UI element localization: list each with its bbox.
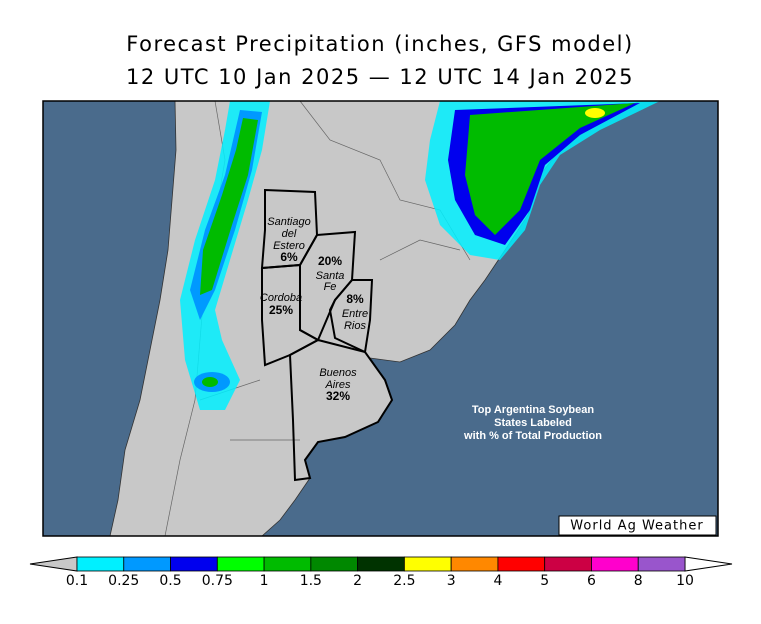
colorbar-bin: [403, 556, 452, 572]
colorbar-bin: [170, 556, 218, 572]
annotation: States Labeled: [494, 417, 572, 429]
credit-box: [558, 515, 717, 536]
colorbar-bin: [263, 556, 312, 572]
province-share: 20%: [318, 254, 342, 268]
province-name: Entre: [342, 308, 368, 320]
colorbar-bin: [76, 556, 125, 572]
colorbar-tick-label: 0.5: [159, 573, 181, 589]
map-frame: [42, 100, 719, 537]
province-share: 32%: [326, 389, 350, 403]
province-name: Aires: [324, 379, 351, 391]
subtitle: 12 UTC 10 Jan 2025 — 12 UTC 14 Jan 2025: [126, 65, 634, 89]
colorbar-bin: [123, 556, 171, 572]
colorbar-bin: [497, 556, 546, 572]
colorbar-bin: [591, 556, 639, 572]
province-borders: [260, 188, 394, 482]
province-name: Santa: [316, 270, 345, 282]
annotation: Top Argentina Soybean: [472, 404, 595, 416]
colorbar-bin: [544, 556, 592, 572]
province-name: Santiago: [267, 216, 310, 228]
colorbar-tick-label: 2: [353, 573, 362, 589]
colorbar-tick-label: 6: [587, 573, 596, 589]
colorbar-bin: [357, 556, 405, 572]
colorbar-high-arrow: [684, 556, 733, 572]
province-share: 8%: [346, 292, 364, 306]
province-name: Fe: [324, 281, 337, 293]
province-name: Estero: [273, 240, 305, 252]
colorbar-bin: [216, 556, 265, 572]
province-name: Cordoba: [260, 292, 302, 304]
colorbar-low-arrow: [29, 556, 78, 572]
province-name: Rios: [344, 320, 367, 332]
title: Forecast Precipitation (inches, GFS mode…: [126, 32, 633, 56]
colorbar-bin: [310, 556, 359, 572]
province-name: del: [282, 228, 297, 240]
colorbar-tick-label: 2.5: [393, 573, 415, 589]
province-name: Buenos: [319, 367, 357, 379]
annotation: with % of Total Production: [463, 430, 602, 442]
credit: World Ag Weather: [570, 519, 703, 534]
province-share: 25%: [269, 303, 293, 317]
colorbar-tick-label: 5: [540, 573, 549, 589]
colorbar-tick-label: 8: [634, 573, 643, 589]
colorbar-tick-label: 0.75: [202, 573, 233, 589]
colorbar-tick-label: 0.25: [108, 573, 139, 589]
precipitation: [180, 101, 660, 410]
province-share: 6%: [280, 250, 298, 264]
colorbar-bin: [450, 556, 499, 572]
colorbar-tick-label: 10: [676, 573, 694, 589]
colorbar-tick-label: 1.5: [300, 573, 322, 589]
colorbar-tick-label: 0.1: [66, 573, 88, 589]
colorbar: 0.1 0.25 0.5 0.75 1 1.5 2 2.5 3 4 5 6 8 10: [29, 556, 733, 589]
colorbar-tick-label: 4: [493, 573, 502, 589]
colorbar-bin: [637, 556, 686, 572]
colorbar-tick-label: 1: [260, 573, 269, 589]
colorbar-tick-label: 3: [447, 573, 456, 589]
